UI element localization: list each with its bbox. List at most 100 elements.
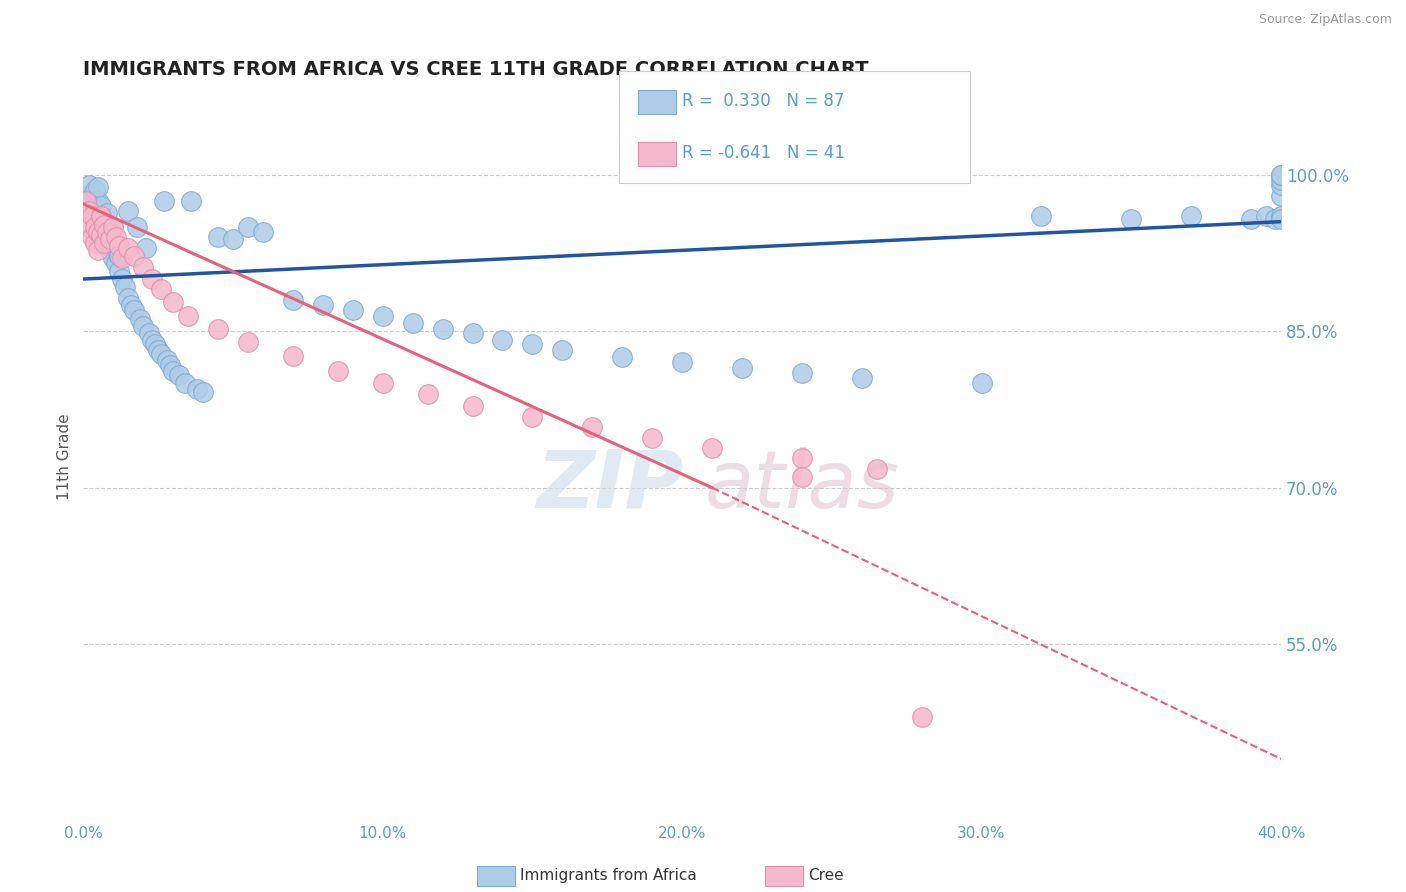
Point — [141, 333, 163, 347]
Point — [98, 228, 121, 243]
Point — [90, 210, 112, 224]
Point — [93, 235, 115, 250]
Point — [146, 343, 169, 357]
Point — [82, 197, 104, 211]
Point — [108, 238, 131, 252]
Point — [281, 349, 304, 363]
Point — [159, 358, 181, 372]
Point — [207, 322, 229, 336]
Point — [122, 303, 145, 318]
Text: Cree: Cree — [808, 869, 844, 883]
Point — [143, 336, 166, 351]
Point — [551, 343, 574, 357]
Point — [96, 238, 118, 252]
Point — [252, 225, 274, 239]
Point — [790, 470, 813, 484]
Point — [581, 420, 603, 434]
Point — [491, 333, 513, 347]
Point — [970, 376, 993, 391]
Point — [312, 298, 335, 312]
Point — [174, 376, 197, 391]
Point — [522, 336, 544, 351]
Point — [120, 298, 142, 312]
Point — [84, 219, 107, 234]
Point — [162, 295, 184, 310]
Point — [156, 353, 179, 368]
Point — [87, 218, 110, 232]
Point — [108, 249, 131, 263]
Point — [103, 219, 125, 234]
Point — [1270, 168, 1292, 182]
Point — [207, 230, 229, 244]
Text: Source: ZipAtlas.com: Source: ZipAtlas.com — [1258, 13, 1392, 27]
Point — [87, 243, 110, 257]
Point — [150, 347, 173, 361]
Point — [1270, 210, 1292, 224]
Point — [1031, 210, 1053, 224]
Point — [111, 251, 134, 265]
Y-axis label: 11th Grade: 11th Grade — [58, 413, 72, 500]
Text: R =  0.330   N = 87: R = 0.330 N = 87 — [682, 92, 844, 110]
Point — [93, 218, 115, 232]
Point — [105, 256, 128, 270]
Point — [866, 462, 889, 476]
Point — [82, 188, 104, 202]
Point — [1180, 210, 1202, 224]
Point — [117, 241, 139, 255]
Point — [911, 710, 934, 724]
Point — [75, 188, 97, 202]
Text: R = -0.641   N = 41: R = -0.641 N = 41 — [682, 145, 845, 162]
Point — [416, 386, 439, 401]
Point — [114, 280, 136, 294]
Point — [90, 211, 112, 226]
Point — [790, 451, 813, 466]
Point — [129, 311, 152, 326]
Point — [1121, 211, 1143, 226]
Point — [326, 364, 349, 378]
Point — [84, 199, 107, 213]
Point — [612, 351, 634, 365]
Text: IMMIGRANTS FROM AFRICA VS CREE 11TH GRADE CORRELATION CHART: IMMIGRANTS FROM AFRICA VS CREE 11TH GRAD… — [83, 60, 869, 78]
Point — [98, 232, 121, 246]
Point — [132, 318, 155, 333]
Point — [342, 303, 364, 318]
Point — [82, 230, 104, 244]
Point — [82, 210, 104, 224]
Point — [90, 225, 112, 239]
Point — [77, 219, 100, 234]
Point — [122, 249, 145, 263]
Point — [98, 243, 121, 257]
Point — [851, 371, 873, 385]
Point — [93, 214, 115, 228]
Point — [700, 441, 723, 455]
Point — [1254, 210, 1277, 224]
Point — [87, 180, 110, 194]
Point — [432, 322, 454, 336]
Point — [103, 219, 125, 234]
Point — [1270, 173, 1292, 187]
Point — [87, 194, 110, 208]
Text: ZIP: ZIP — [537, 447, 683, 524]
Point — [1270, 211, 1292, 226]
Point — [1264, 211, 1286, 226]
Point — [222, 232, 245, 246]
Point — [1270, 168, 1292, 182]
Point — [105, 241, 128, 255]
Point — [167, 368, 190, 382]
Point — [641, 431, 664, 445]
Point — [108, 263, 131, 277]
Point — [138, 326, 160, 341]
Point — [177, 309, 200, 323]
Point — [461, 326, 484, 341]
Point — [117, 291, 139, 305]
Point — [90, 199, 112, 213]
Point — [236, 334, 259, 349]
Point — [82, 204, 104, 219]
Point — [522, 409, 544, 424]
Point — [96, 225, 118, 239]
Point — [96, 222, 118, 236]
Point — [117, 204, 139, 219]
Point — [105, 230, 128, 244]
Point — [281, 293, 304, 307]
Point — [461, 399, 484, 413]
